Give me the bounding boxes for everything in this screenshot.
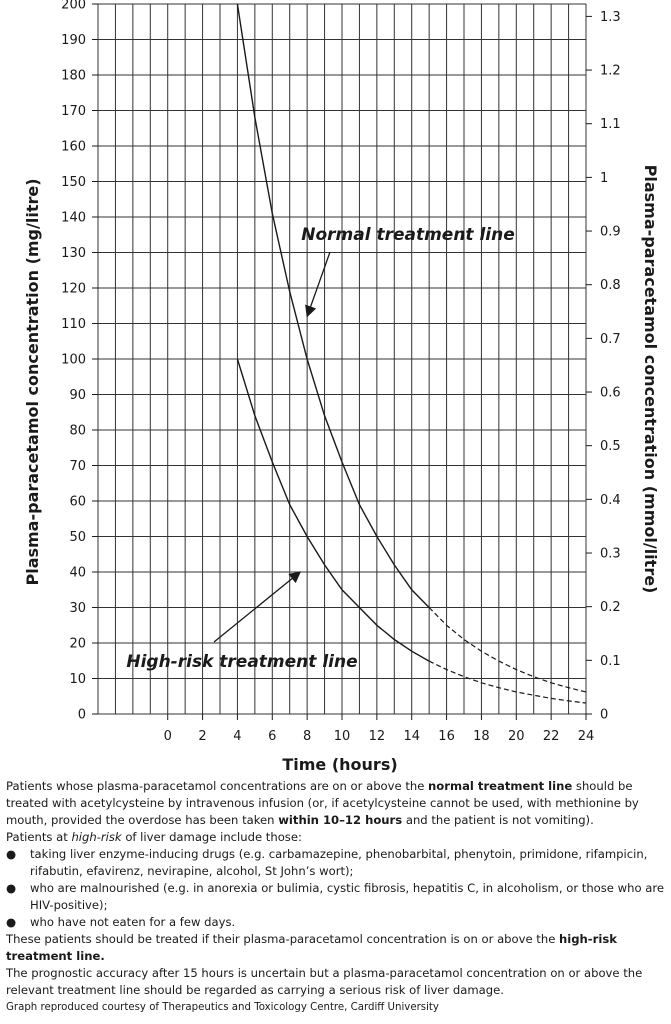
y-tick-label: 0 bbox=[78, 708, 86, 723]
annotation-arrow-0 bbox=[305, 251, 331, 318]
y-tick-label: 150 bbox=[61, 175, 86, 190]
notes-text-run: Patients at bbox=[6, 830, 72, 844]
y-axis-title: Plasma-paracetamol concentration (mg/lit… bbox=[23, 178, 42, 585]
x-axis-title: Time (hours) bbox=[282, 755, 397, 774]
series-line-dashed-1 bbox=[428, 660, 587, 704]
prognosis-note: The prognostic accuracy after 15 hours i… bbox=[6, 966, 643, 997]
notes-text-run: normal treatment line bbox=[428, 779, 573, 793]
notes-text-run: high-risk bbox=[71, 830, 122, 844]
risk-factor-text: who have not eaten for a few days. bbox=[30, 915, 236, 929]
intro-paragraph: Patients whose plasma-paracetamol concen… bbox=[6, 778, 666, 829]
bullet-icon: ● bbox=[6, 915, 17, 929]
bullet-icon: ● bbox=[6, 881, 17, 895]
notes-text-run: high-risk treatment line. bbox=[6, 932, 617, 963]
y2-tick-label: 0.6 bbox=[600, 386, 621, 401]
x-tick-label: 12 bbox=[369, 729, 386, 744]
treatment-note: These patients should be treated if thei… bbox=[6, 931, 666, 965]
y-tick-label: 40 bbox=[69, 566, 86, 581]
notes-text-run: within 10–12 hours bbox=[278, 813, 403, 827]
y-tick-label: 90 bbox=[69, 388, 86, 403]
y2-tick-label: 1.2 bbox=[600, 64, 621, 79]
y-tick-label: 60 bbox=[69, 495, 86, 510]
notes-text-run: Patients whose plasma-paracetamol concen… bbox=[6, 779, 429, 793]
risk-factor-item: ● who have not eaten for a few days. bbox=[6, 914, 666, 931]
notes-text-run: should be treated with acetylcysteine by… bbox=[6, 779, 639, 827]
y2-tick-label: 1.3 bbox=[600, 10, 621, 25]
x-tick-label: 24 bbox=[578, 729, 595, 744]
notes-text-run: These patients should be treated if thei… bbox=[6, 932, 560, 946]
y2-tick-label: 0.2 bbox=[600, 600, 621, 615]
y2-tick-label: 0.5 bbox=[600, 439, 621, 454]
x-tick-label: 20 bbox=[508, 729, 525, 744]
credit-line: Graph reproduced courtesy of Therapeutic… bbox=[6, 1002, 439, 1013]
y-tick-label: 80 bbox=[69, 424, 86, 439]
x-tick-label: 0 bbox=[164, 729, 172, 744]
y-tick-label: 70 bbox=[69, 459, 86, 474]
x-tick-label: 10 bbox=[334, 729, 351, 744]
paracetamol-nomogram-chart: 0102030405060708090100110120130140150160… bbox=[23, 0, 660, 774]
y2-tick-label: 0.7 bbox=[600, 332, 621, 347]
y-tick-label: 130 bbox=[61, 246, 86, 261]
y-tick-label: 10 bbox=[69, 672, 86, 687]
high-risk-intro: Patients at high-risk of liver damage in… bbox=[6, 829, 666, 846]
y-tick-label: 50 bbox=[69, 530, 86, 545]
x-tick-label: 6 bbox=[268, 729, 276, 744]
series-line-solid-0 bbox=[236, 3, 430, 608]
risk-factor-text: who are malnourished (e.g. in anorexia o… bbox=[30, 881, 664, 912]
y2-tick-label: 0.9 bbox=[600, 225, 621, 240]
annotations: Normal treatment line High-risk treatment… bbox=[126, 225, 514, 672]
x-tick-label: 22 bbox=[543, 729, 560, 744]
notes-text-run: and the patient is not vomiting). bbox=[402, 813, 594, 827]
x-tick-label: 16 bbox=[438, 729, 455, 744]
x-tick-label: 18 bbox=[473, 729, 490, 744]
risk-factor-item: ● who are malnourished (e.g. in anorexia … bbox=[6, 880, 666, 914]
y2-tick-label: 1 bbox=[600, 171, 608, 186]
risk-factor-text: taking liver enzyme-inducing drugs (e.g.… bbox=[30, 847, 648, 878]
risk-factor-list: ● taking liver enzyme-inducing drugs (e.g… bbox=[6, 846, 666, 931]
y-tick-label: 160 bbox=[61, 140, 86, 155]
y2-tick-label: 0 bbox=[600, 708, 608, 723]
series-line-solid-1 bbox=[236, 358, 430, 662]
y2-tick-label: 0.1 bbox=[600, 654, 621, 669]
series-line-dashed-0 bbox=[428, 607, 587, 693]
y-tick-label: 180 bbox=[61, 69, 86, 84]
risk-factor-item: ● taking liver enzyme-inducing drugs (e.g… bbox=[6, 846, 666, 880]
y-tick-label: 190 bbox=[61, 33, 86, 48]
axes: 0102030405060708090100110120130140150160… bbox=[61, 0, 621, 744]
y-tick-label: 100 bbox=[61, 353, 86, 368]
series-label-1: High-risk treatment line bbox=[126, 652, 357, 672]
y2-tick-label: 0.4 bbox=[600, 493, 621, 508]
series-label-0: Normal treatment line bbox=[301, 225, 515, 245]
x-tick-label: 14 bbox=[403, 729, 420, 744]
annotation-arrow-1 bbox=[213, 571, 302, 643]
bullet-icon: ● bbox=[6, 847, 17, 861]
y-tick-label: 120 bbox=[61, 282, 86, 297]
y-tick-label: 200 bbox=[61, 0, 86, 13]
y-tick-label: 20 bbox=[69, 637, 86, 652]
notes-section: Patients whose plasma-paracetamol concen… bbox=[6, 778, 666, 1016]
y-tick-label: 30 bbox=[69, 601, 86, 616]
y2-tick-label: 0.3 bbox=[600, 547, 621, 562]
x-tick-label: 4 bbox=[233, 729, 241, 744]
notes-text-run: of liver damage include those: bbox=[121, 830, 302, 844]
y-tick-label: 110 bbox=[61, 317, 86, 332]
grid bbox=[97, 3, 587, 715]
y-tick-label: 170 bbox=[61, 104, 86, 119]
y2-tick-label: 1.1 bbox=[600, 117, 621, 132]
x-tick-label: 8 bbox=[303, 729, 311, 744]
series-lines bbox=[236, 3, 587, 704]
y2-tick-label: 0.8 bbox=[600, 278, 621, 293]
x-tick-label: 2 bbox=[198, 729, 206, 744]
y2-axis-title: Plasma-paracetamol concentration (mmol/l… bbox=[641, 165, 660, 594]
y-tick-label: 140 bbox=[61, 211, 86, 226]
